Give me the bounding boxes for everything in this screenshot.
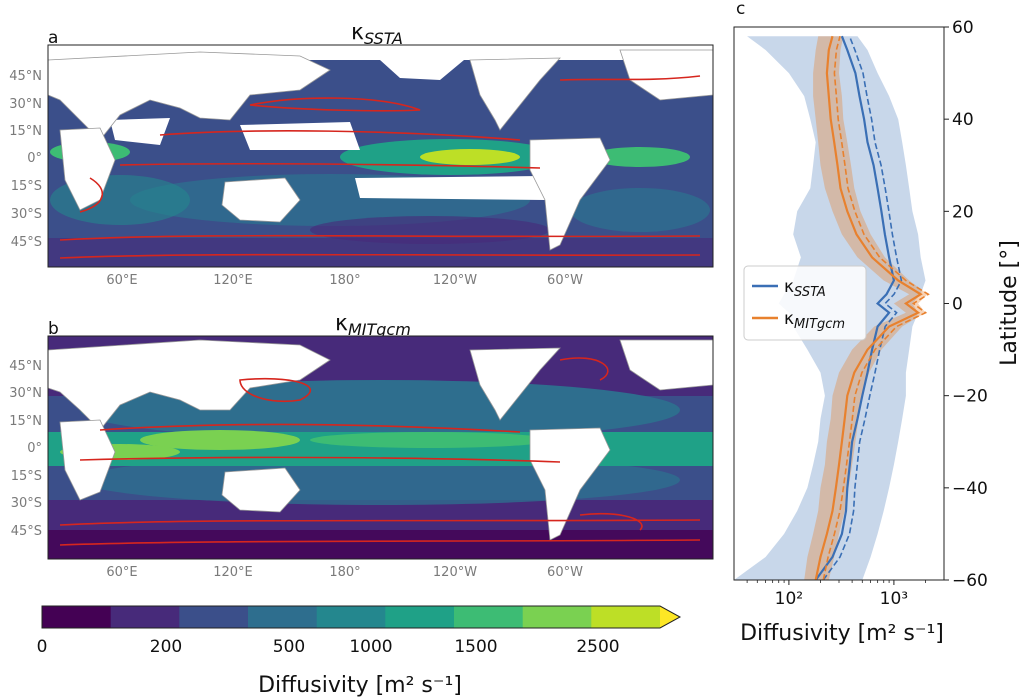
y-tick-label: 40	[952, 110, 974, 130]
panel-a-frame	[47, 44, 714, 268]
colorbar-tick: 200	[150, 637, 182, 657]
panel-a-title: κSSTA	[351, 20, 403, 48]
panel-b-north-america	[469, 347, 561, 421]
lon-tick: 120°W	[433, 565, 477, 580]
panel-c-xlabel: Diffusivity [m² s⁻¹]	[740, 621, 944, 646]
colorbar-tick: 2500	[576, 637, 619, 657]
profile-line-ssta	[814, 35, 896, 580]
lat-tick: 15°N	[9, 414, 42, 429]
y-tick-label: −40	[952, 479, 988, 499]
legend-label-ssta: κSSTA	[784, 277, 826, 300]
lon-tick: 120°W	[433, 273, 477, 288]
colorbar-tick: 1000	[349, 637, 392, 657]
colorbar-tick: 500	[273, 637, 305, 657]
panel-a-contours	[59, 75, 701, 259]
lon-tick: 60°E	[106, 565, 137, 580]
y-tick-label: 20	[952, 202, 974, 222]
colorbar-segment	[454, 606, 524, 628]
panel-a-north-america	[469, 57, 561, 131]
lat-tick: 30°S	[11, 207, 42, 222]
panel-b-title: κMITgcm	[335, 311, 411, 339]
lon-tick: 180°	[329, 273, 360, 288]
lat-tick: 0°	[27, 441, 42, 456]
legend-label-mitgcm: κMITgcm	[784, 309, 845, 332]
lat-tick: 45°S	[11, 524, 42, 539]
profile-band-mitgcm	[804, 36, 928, 580]
y-tick-label: −60	[952, 571, 988, 591]
colorbar-segment	[522, 606, 592, 628]
panel-b-eurasia	[48, 339, 331, 431]
panel-b-lat-ticks: 45°N 30°N 15°N 0° 15°S 30°S 45°S	[9, 359, 42, 539]
lat-tick: 0°	[27, 151, 42, 166]
profile-lines	[814, 35, 930, 580]
lon-tick: 120°E	[213, 565, 253, 580]
colorbar-segment	[42, 606, 112, 628]
colorbar-segment	[110, 606, 180, 628]
panel-b-south-america	[529, 427, 611, 541]
panel-a-letter: a	[48, 28, 58, 48]
legend: κSSTA κMITgcm	[743, 265, 867, 341]
colorbar-extend-arrow	[660, 606, 680, 628]
colorbar-tick: 0	[37, 637, 48, 657]
legend-box	[743, 265, 867, 341]
lat-tick: 45°S	[11, 235, 42, 250]
y-tick-label: 60	[952, 18, 974, 38]
panel-c: c 60 40 20 0 −20 −40 −60 10² 10³ Diffusivity [m…	[733, 0, 1022, 646]
panel-a-australia	[221, 177, 301, 223]
colorbar: 0 200 500 1000 1500 2500 Diffusivity [m²…	[37, 605, 682, 698]
panel-c-x-ticks: 10² 10³	[746, 580, 926, 609]
panel-a: a κSSTA	[9, 20, 714, 288]
y-tick-label: −20	[952, 387, 988, 407]
x-tick-label: 10³	[880, 589, 908, 609]
panel-b: b κMITgcm	[9, 311, 714, 580]
profile-line-dashed-ssta	[822, 35, 903, 580]
colorbar-label: Diffusivity [m² s⁻¹]	[258, 673, 462, 698]
colorbar-segment	[179, 606, 249, 628]
panel-a-lat-ticks: 45°N 30°N 15°N 0° 15°S 30°S 45°S	[9, 69, 42, 250]
colorbar-segment	[591, 606, 661, 628]
panel-c-ylabel: Latitude [°]	[997, 240, 1022, 366]
panel-a-lon-ticks: 60°E 120°E 180° 120°W 60°W	[106, 273, 583, 288]
colorbar-segment	[385, 606, 455, 628]
panel-b-australia	[221, 467, 301, 513]
panel-b-frame	[47, 335, 714, 560]
lon-tick: 60°E	[106, 273, 137, 288]
colorbar-ticks: 0 200 500 1000 1500 2500	[37, 637, 620, 657]
lon-tick: 60°W	[547, 273, 583, 288]
colorbar-segment	[248, 606, 318, 628]
colorbar-segment	[316, 606, 386, 628]
panel-b-letter: b	[48, 319, 59, 339]
lat-tick: 45°N	[9, 69, 42, 84]
y-tick-label: 0	[952, 295, 963, 315]
lat-tick: 30°N	[9, 97, 42, 112]
lat-tick: 15°S	[11, 179, 42, 194]
lat-tick: 45°N	[9, 359, 42, 374]
lon-tick: 120°E	[213, 273, 253, 288]
profile-line-mitgcm	[814, 35, 923, 580]
panel-c-letter: c	[736, 0, 745, 19]
lat-tick: 30°S	[11, 496, 42, 511]
lat-tick: 15°S	[11, 469, 42, 484]
lon-tick: 60°W	[547, 565, 583, 580]
panel-a-masked-region	[240, 122, 360, 150]
lat-tick: 30°N	[9, 386, 42, 401]
colorbar-segments	[42, 606, 680, 628]
panel-a-south-america	[529, 137, 611, 251]
panel-c-y-ticks: 60 40 20 0 −20 −40 −60	[944, 18, 988, 591]
colorbar-outline	[41, 605, 682, 629]
profile-line-dashed-mitgcm	[822, 35, 930, 580]
panel-b-lon-ticks: 60°E 120°E 180° 120°W 60°W	[106, 565, 583, 580]
panel-b-contours	[59, 357, 701, 546]
panel-a-eurasia	[48, 51, 331, 141]
lon-tick: 180°	[329, 565, 360, 580]
colorbar-tick: 1500	[454, 637, 497, 657]
lat-tick: 15°N	[9, 124, 42, 139]
x-tick-label: 10²	[775, 589, 803, 609]
